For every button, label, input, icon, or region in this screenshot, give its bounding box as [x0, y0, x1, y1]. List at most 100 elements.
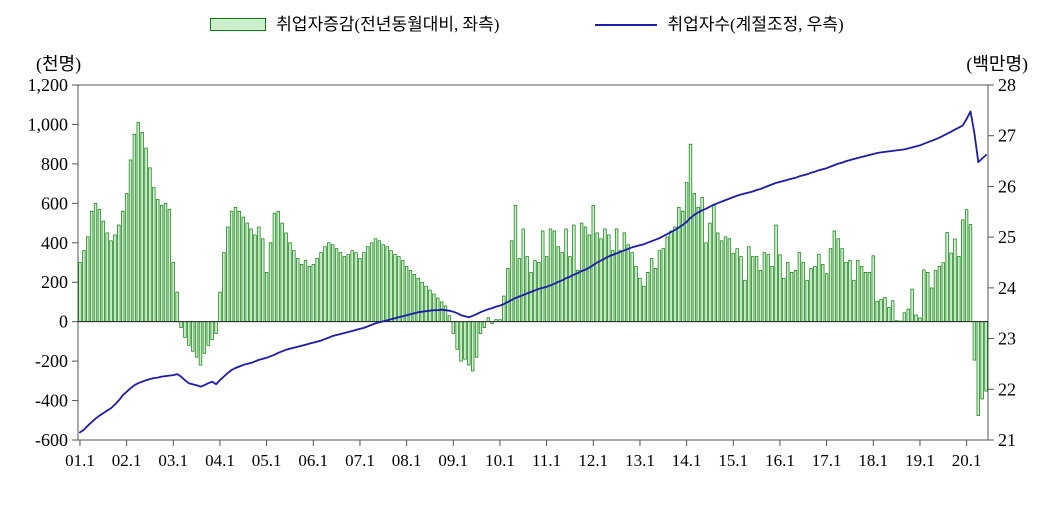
bar	[607, 234, 611, 323]
bar	[805, 279, 809, 323]
bar	[552, 230, 557, 323]
plot-border	[77, 84, 989, 441]
left-tick-label: -200	[35, 351, 68, 371]
bar	[856, 260, 860, 323]
bar	[521, 228, 525, 323]
bar	[556, 246, 560, 323]
bar	[813, 266, 817, 323]
bar	[401, 260, 405, 323]
bar	[821, 264, 825, 323]
bar	[848, 260, 852, 323]
bar	[786, 262, 790, 323]
bar	[599, 238, 603, 323]
bar	[385, 246, 389, 323]
bar	[692, 193, 697, 323]
axis-ticks: 1,200 1,000 800 600 400 200 0 -200 -400 -600 28 27 2…	[28, 75, 1017, 470]
right-tick-label: 23	[998, 329, 1016, 349]
bar	[933, 270, 938, 323]
bar	[432, 293, 436, 323]
bar	[233, 206, 238, 323]
bar	[397, 256, 401, 323]
bar	[175, 291, 179, 323]
bar	[778, 254, 782, 323]
bar	[280, 222, 284, 323]
bar	[875, 300, 879, 323]
bar	[976, 321, 980, 416]
bar	[891, 300, 895, 323]
bar	[334, 248, 339, 323]
x-tick-label: 10.1	[485, 451, 515, 470]
bar	[299, 264, 304, 323]
bar	[618, 250, 623, 323]
right-tick-label: 26	[998, 176, 1016, 196]
bar	[603, 228, 607, 323]
bar	[661, 248, 665, 323]
bar	[249, 228, 253, 323]
bar	[377, 240, 382, 323]
left-tick-label: 200	[41, 272, 68, 292]
bar	[824, 273, 829, 323]
x-tick-label: 17.1	[812, 451, 842, 470]
bar	[719, 240, 724, 323]
bar	[439, 301, 444, 323]
bar	[198, 321, 203, 366]
bar	[638, 277, 642, 323]
bar	[743, 279, 747, 323]
bar	[253, 234, 257, 323]
x-tick-label: 05.1	[252, 451, 282, 470]
bar	[482, 321, 487, 328]
left-tick-label: 800	[41, 154, 68, 174]
bar	[537, 262, 541, 323]
bar	[97, 208, 102, 323]
left-tick-label: -600	[35, 430, 68, 450]
bar	[754, 256, 759, 323]
bar	[859, 266, 864, 323]
bar	[416, 277, 420, 323]
bar	[747, 246, 751, 323]
x-tick-label: 14.1	[672, 451, 702, 470]
bar	[342, 256, 347, 323]
bar	[576, 270, 580, 323]
bar	[354, 252, 358, 323]
bar-series-swatch	[210, 18, 267, 31]
bar	[288, 242, 292, 323]
bar	[303, 260, 308, 323]
bar	[595, 232, 599, 323]
bar	[614, 228, 619, 323]
bar	[731, 252, 735, 323]
bar	[708, 222, 712, 323]
x-tick-label: 15.1	[718, 451, 748, 470]
bar	[148, 167, 152, 323]
x-tick-label: 04.1	[205, 451, 235, 470]
chart-legend: 취업자증감(전년동월대비, 좌측) 취업자수(계절조정, 우측)	[0, 16, 1054, 33]
right-axis-unit: (백만명)	[966, 54, 1028, 74]
x-tick-label: 18.1	[858, 451, 888, 470]
bar	[474, 321, 479, 358]
bar	[801, 262, 805, 323]
bar	[381, 244, 385, 323]
bar	[412, 273, 417, 323]
bar	[144, 147, 148, 323]
left-tick-label: 600	[41, 193, 68, 213]
bar	[194, 321, 199, 358]
bar	[957, 256, 961, 323]
bar	[210, 321, 214, 340]
bar	[669, 230, 673, 323]
x-tick-label: 01.1	[65, 451, 95, 470]
bar	[964, 209, 969, 323]
legend-label-bars: 취업자증감(전년동월대비, 좌측)	[276, 15, 500, 34]
bar	[113, 234, 117, 323]
bar	[443, 305, 448, 323]
bar	[572, 224, 576, 323]
bar	[276, 210, 280, 323]
bar	[844, 262, 848, 323]
bar	[124, 193, 129, 323]
left-tick-label: 400	[41, 233, 68, 253]
bar	[393, 254, 397, 323]
bar	[906, 308, 910, 323]
bar	[712, 204, 716, 323]
bar	[292, 250, 296, 323]
bar	[311, 264, 315, 323]
bar	[879, 299, 883, 323]
